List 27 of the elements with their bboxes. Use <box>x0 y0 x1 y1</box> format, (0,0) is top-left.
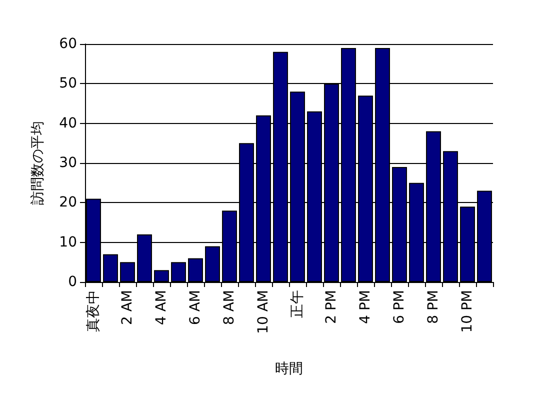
bar <box>154 270 169 282</box>
x-axis-title: 時間 <box>275 361 303 377</box>
x-tick-label: 4 PM <box>358 290 374 324</box>
bar <box>205 246 220 282</box>
x-tick-label: 6 AM <box>188 290 204 326</box>
y-tick-label: 0 <box>68 274 77 290</box>
y-tick-label: 20 <box>59 194 77 211</box>
x-tick-label: 2 PM <box>324 290 340 324</box>
bar <box>188 258 203 282</box>
y-tick-label: 10 <box>59 234 77 250</box>
x-tick-label: 正午 <box>290 290 306 318</box>
x-tick-label: 6 PM <box>392 290 408 324</box>
x-tick-label: 10 AM <box>256 290 272 334</box>
y-axis-title: 訪問数の平均 <box>30 121 46 205</box>
x-tick-label: 8 PM <box>426 290 442 324</box>
x-tick-label: 8 AM <box>222 290 238 326</box>
y-tick-label: 40 <box>59 115 77 132</box>
bar <box>171 262 186 282</box>
x-tick-label: 真夜中 <box>86 290 102 332</box>
y-tick-label: 50 <box>59 76 77 92</box>
x-tick-label: 4 AM <box>154 290 170 326</box>
x-tick-label: 2 AM <box>120 290 136 326</box>
bar <box>103 254 118 282</box>
x-tick-label: 10 PM <box>460 290 476 333</box>
y-tick-label: 60 <box>59 36 77 52</box>
bar <box>120 262 135 282</box>
y-tick-label: 30 <box>59 155 77 171</box>
